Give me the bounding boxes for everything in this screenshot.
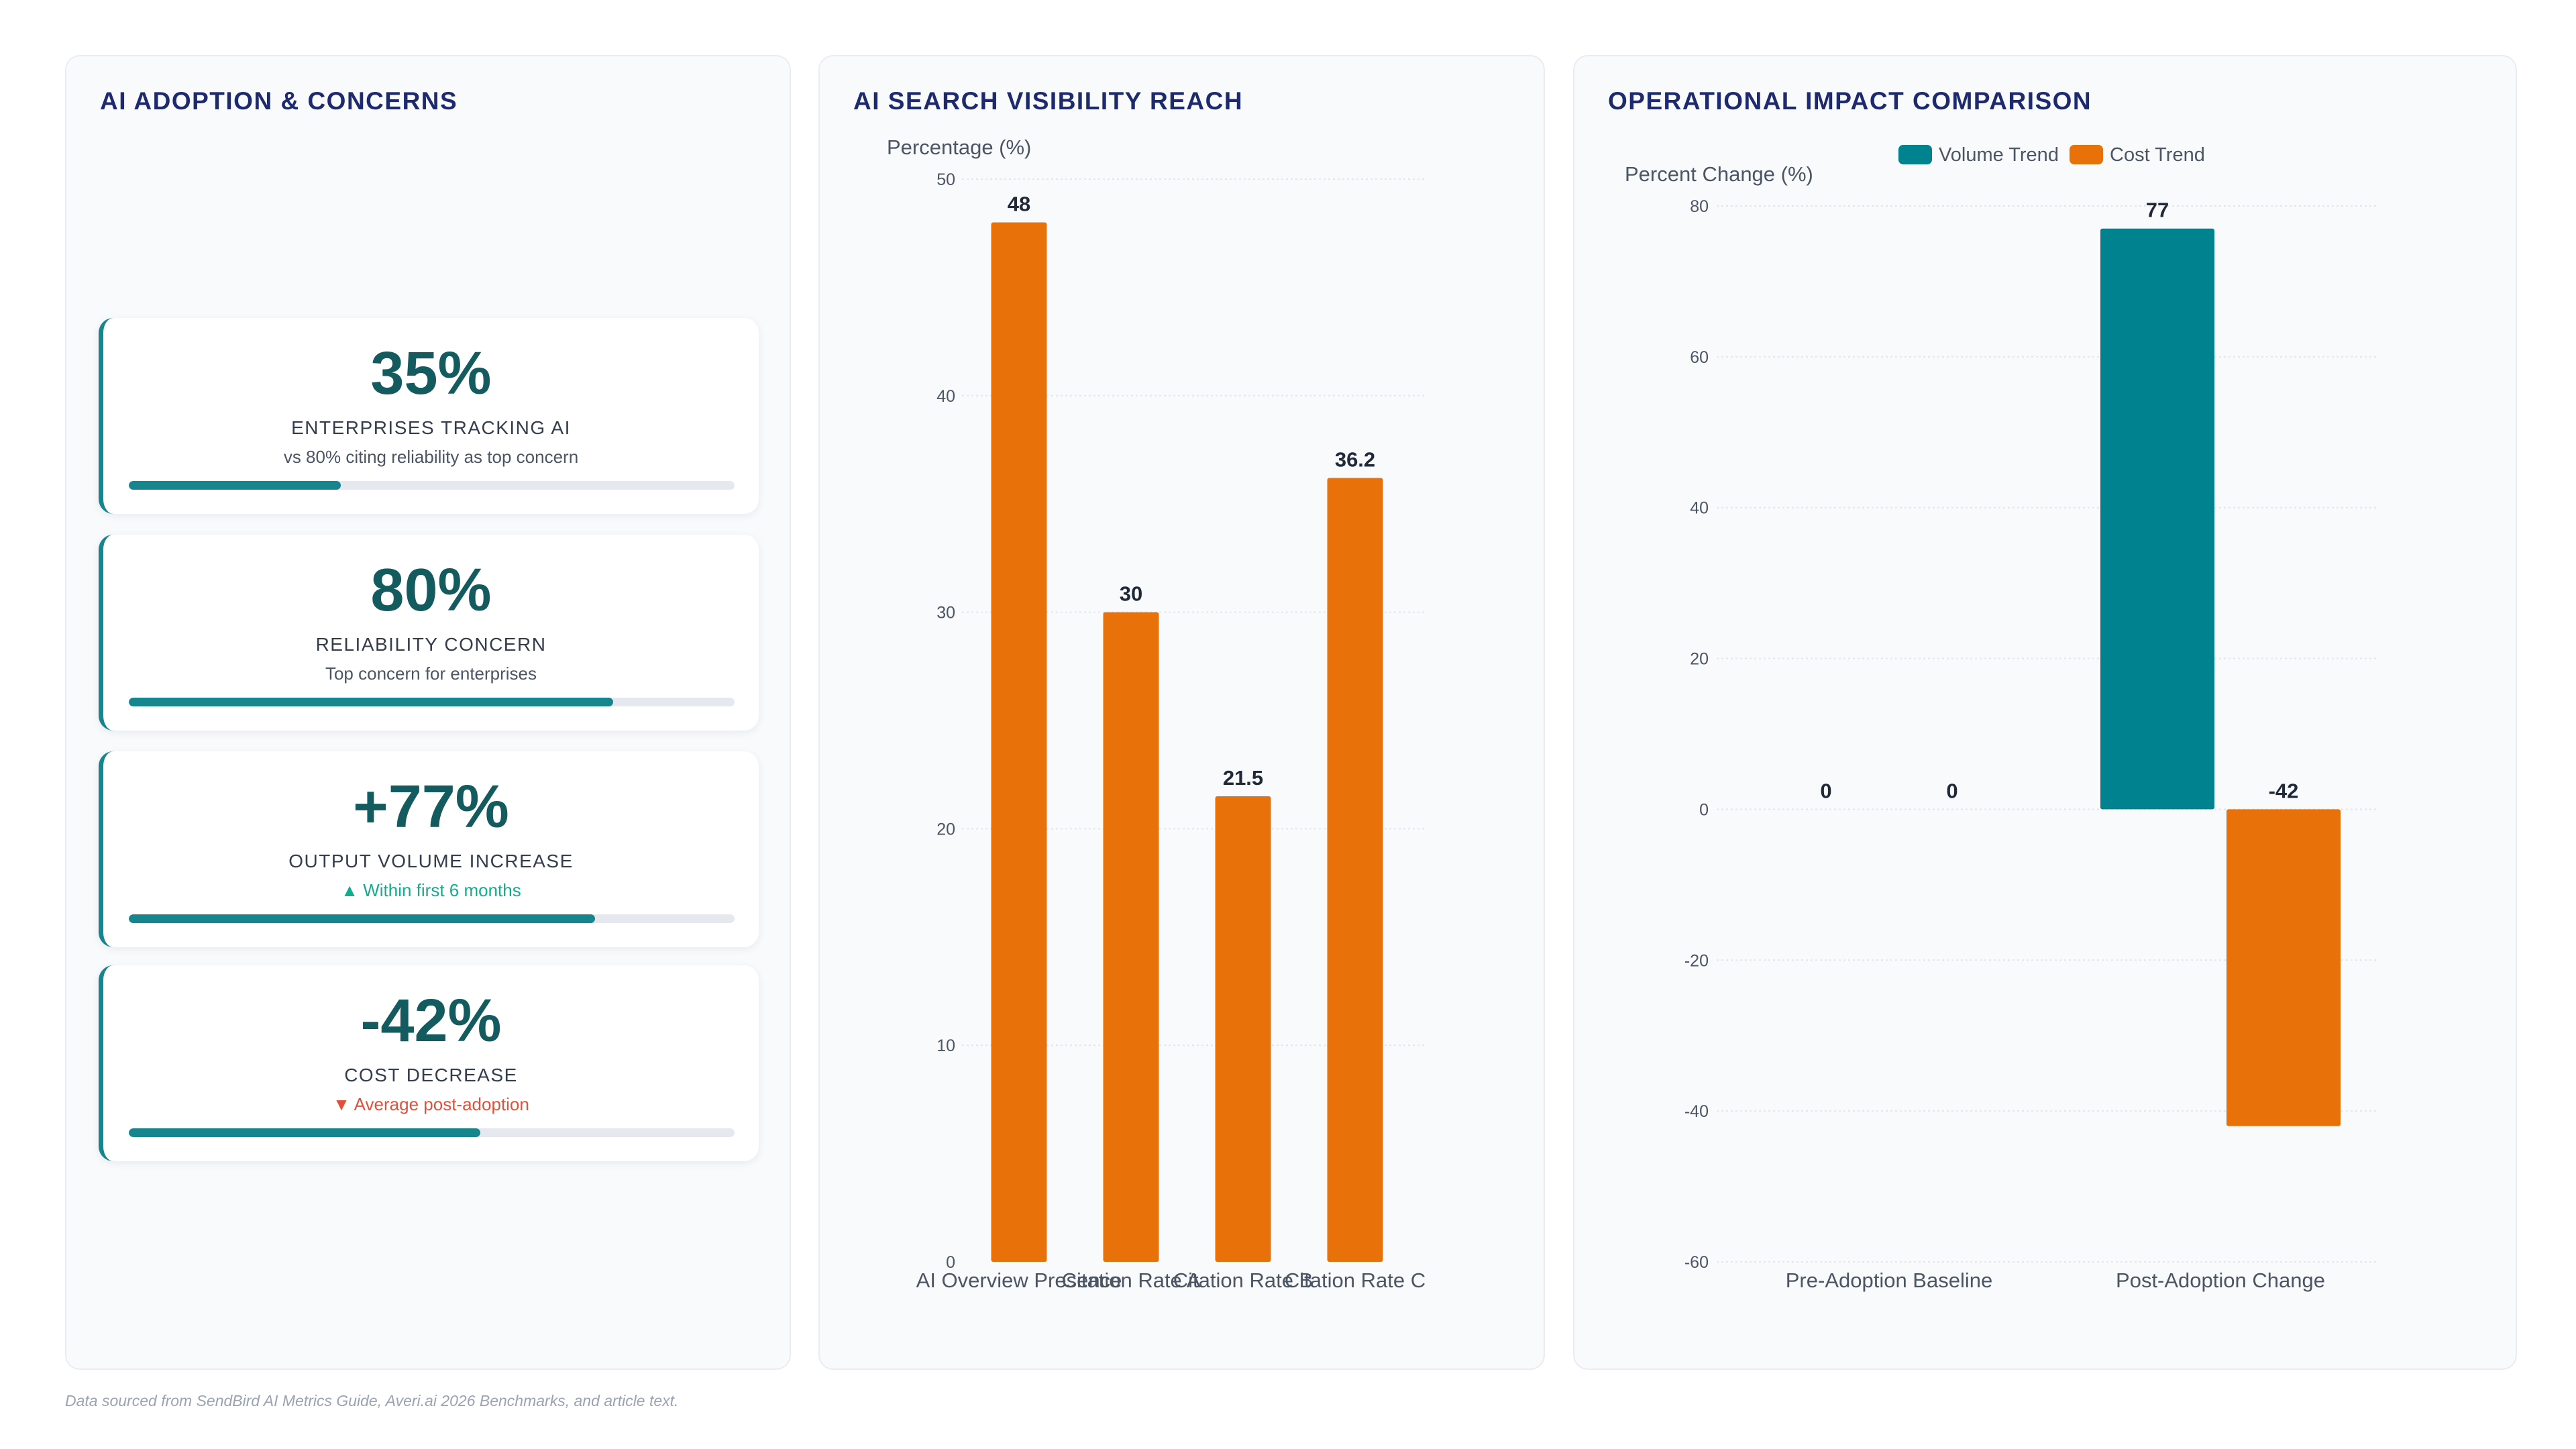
visibility-panel: AI SEARCH VISIBILITY REACH 0 10 20 30 40 50 Pe… <box>818 55 1545 1370</box>
kpi-value: -42% <box>360 987 502 1055</box>
kpi-progress-track <box>129 698 735 706</box>
bar-3 <box>1215 796 1271 1262</box>
visibility-bar-chart: 0 10 20 30 40 50 Percentage (%) 48 AI Overview P… <box>887 136 1426 1292</box>
kpi-label: OUTPUT VOLUME INCREASE <box>288 851 574 871</box>
kpi-progress-track <box>129 914 735 923</box>
kpi-card-reliability-concern: 80% RELIABILITY CONCERN Top concern for … <box>99 535 759 731</box>
y-tick-label: 80 <box>1690 197 1709 216</box>
bar-data-label: 21.5 <box>1223 766 1263 790</box>
kpi-value: +77% <box>353 773 509 841</box>
y-tick-label: 10 <box>936 1036 955 1055</box>
kpi-label: COST DECREASE <box>344 1065 518 1085</box>
adoption-panel-title: AI ADOPTION & CONCERNS <box>100 87 458 115</box>
x-tick-label: Post-Adoption Change <box>2116 1269 2325 1292</box>
impact-panel: OPERATIONAL IMPACT COMPARISON -60 -40 -20 0… <box>1573 55 2517 1370</box>
x-tick-label: Citation Rate A <box>1062 1269 1201 1292</box>
y-tick-label: -40 <box>1684 1102 1709 1121</box>
bar-data-label: 0 <box>1946 779 1957 802</box>
kpi-label: ENTERPRISES TRACKING AI <box>291 417 571 438</box>
legend-swatch <box>2070 145 2103 164</box>
bar-data-label: 48 <box>1008 193 1030 216</box>
y-tick-label: 20 <box>1690 650 1709 669</box>
y-tick-label: 40 <box>1690 499 1709 518</box>
kpi-progress-track <box>129 481 735 490</box>
bar-data-label: -42 <box>2269 779 2299 802</box>
y-axis-title: Percent Change (%) <box>1625 162 1813 186</box>
kpi-card-cost-decrease: -42% COST DECREASE ▼ Average post-adopti… <box>99 965 759 1161</box>
y-tick-label: -60 <box>1684 1253 1709 1272</box>
impact-chart-title: OPERATIONAL IMPACT COMPARISON <box>1608 87 2092 115</box>
kpi-progress-track <box>129 1128 735 1137</box>
y-tick-label: 20 <box>936 820 955 839</box>
y-axis-title: Percentage (%) <box>887 136 1031 159</box>
x-tick-label: Citation Rate C <box>1285 1269 1426 1292</box>
x-tick-label: Citation Rate B <box>1173 1269 1313 1292</box>
bar-data-label: 30 <box>1120 582 1142 606</box>
y-tick-label: -20 <box>1684 951 1709 970</box>
kpi-card-enterprises-tracking: 35% ENTERPRISES TRACKING AI vs 80% citin… <box>99 318 759 514</box>
bar-2 <box>1103 612 1159 1262</box>
bar-data-label: 77 <box>2146 199 2169 222</box>
y-tick-label: 30 <box>936 604 955 623</box>
bar-data-label: 0 <box>1820 779 1831 802</box>
bar-volume-trend-2 <box>2100 228 2214 810</box>
kpi-subtext: vs 80% citing reliability as top concern <box>283 447 579 467</box>
x-tick-label: Pre-Adoption Baseline <box>1786 1269 1992 1292</box>
kpi-value: 80% <box>370 557 492 624</box>
y-tick-label: 0 <box>946 1253 955 1272</box>
bar-cost-trend-2 <box>2226 809 2341 1126</box>
legend-swatch <box>1898 145 1932 164</box>
bar-4 <box>1327 478 1383 1262</box>
x-tick-label: AI Overview Presence <box>916 1269 1122 1292</box>
y-tick-label: 50 <box>936 170 955 189</box>
kpi-progress-fill <box>129 698 614 706</box>
kpi-subtext: Top concern for enterprises <box>325 663 537 684</box>
adoption-panel: AI ADOPTION & CONCERNS 35% ENTERPRISES T… <box>65 55 791 1370</box>
kpi-label: RELIABILITY CONCERN <box>315 634 547 655</box>
kpi-value: 35% <box>370 340 492 407</box>
legend-label: Cost Trend <box>2110 144 2205 166</box>
bar-1 <box>991 222 1047 1262</box>
visibility-chart-title: AI SEARCH VISIBILITY REACH <box>853 87 1244 115</box>
bar-data-label: 36.2 <box>1335 447 1375 471</box>
kpi-subtext: ▼ Average post-adoption <box>333 1094 529 1114</box>
impact-bar-chart: -60 -40 -20 0 20 40 60 80 Percent Change (%) Volu… <box>1625 144 2376 1292</box>
y-tick-label: 0 <box>1699 800 1709 819</box>
y-tick-label: 40 <box>936 387 955 406</box>
kpi-progress-fill <box>129 1128 480 1137</box>
kpi-progress-fill <box>129 914 596 923</box>
data-source-footnote: Data sourced from SendBird AI Metrics Gu… <box>65 1392 679 1409</box>
legend-label: Volume Trend <box>1939 144 2059 166</box>
kpi-progress-fill <box>129 481 341 490</box>
y-tick-label: 60 <box>1690 348 1709 367</box>
kpi-card-output-volume: +77% OUTPUT VOLUME INCREASE ▲ Within fir… <box>99 751 759 947</box>
kpi-subtext: ▲ Within first 6 months <box>341 880 521 900</box>
